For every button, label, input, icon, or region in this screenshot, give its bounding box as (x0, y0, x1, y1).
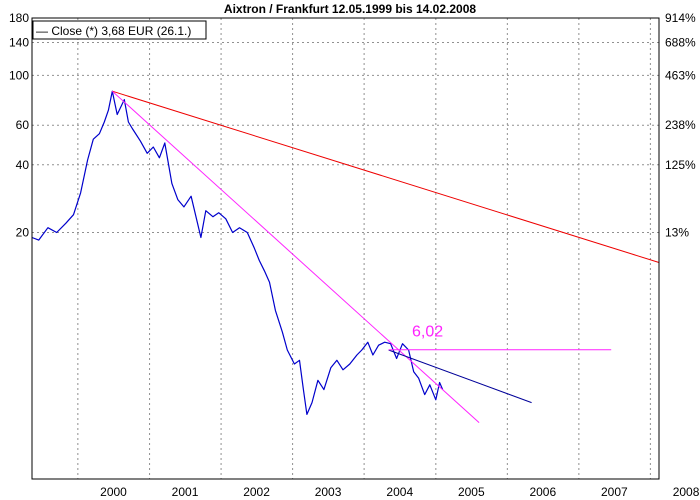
y-axis-right: 914% 688% 463% 238% 125% 13% (665, 11, 696, 239)
x-tick-label: 2007 (601, 485, 628, 499)
trend-line (111, 90, 480, 423)
y-tick-label: 140 (9, 36, 29, 50)
x-tick-label: 2000 (100, 485, 127, 499)
close-price-line (31, 90, 444, 415)
chart-title: Aixtron / Frankfurt 12.05.1999 bis 14.02… (224, 2, 476, 16)
y-right-tick-label: 13% (665, 225, 689, 239)
y-right-tick-label: 125% (665, 158, 696, 172)
x-tick-label: 2002 (243, 485, 270, 499)
grid-lines (32, 17, 659, 479)
y-axis-left: 180 140 100 60 40 20 (9, 11, 29, 239)
legend-label: — Close (*) 3,68 EUR (26.1.) (36, 24, 191, 38)
x-tick-label: 2005 (458, 485, 485, 499)
annotation-layer: 6,02 (412, 323, 443, 340)
annotation-label: 6,02 (412, 323, 443, 340)
y-right-tick-label: 914% (665, 11, 696, 25)
y-tick-label: 20 (16, 225, 30, 239)
y-right-tick-label: 688% (665, 36, 696, 50)
y-right-tick-label: 238% (665, 118, 696, 132)
y-right-tick-label: 463% (665, 68, 696, 82)
y-tick-label: 100 (9, 68, 29, 82)
x-tick-label: 2001 (172, 485, 199, 499)
plot-frame (31, 17, 660, 480)
series-layer (31, 90, 660, 423)
legend-box (32, 20, 207, 40)
x-tick-label: 2003 (315, 485, 342, 499)
x-tick-label: 2006 (529, 485, 556, 499)
y-tick-label: 40 (16, 158, 30, 172)
x-tick-label: 2004 (386, 485, 413, 499)
x-axis: 2000 2001 2002 2003 2004 2005 2006 2007 2008 (100, 485, 700, 499)
x-tick-label: 2008 (673, 485, 700, 499)
legend: — Close (*) 3,68 EUR (26.1.) (32, 20, 207, 40)
trend-line (112, 90, 660, 263)
trend-line (388, 349, 532, 404)
y-tick-label: 60 (16, 118, 30, 132)
y-tick-label: 180 (9, 11, 29, 25)
